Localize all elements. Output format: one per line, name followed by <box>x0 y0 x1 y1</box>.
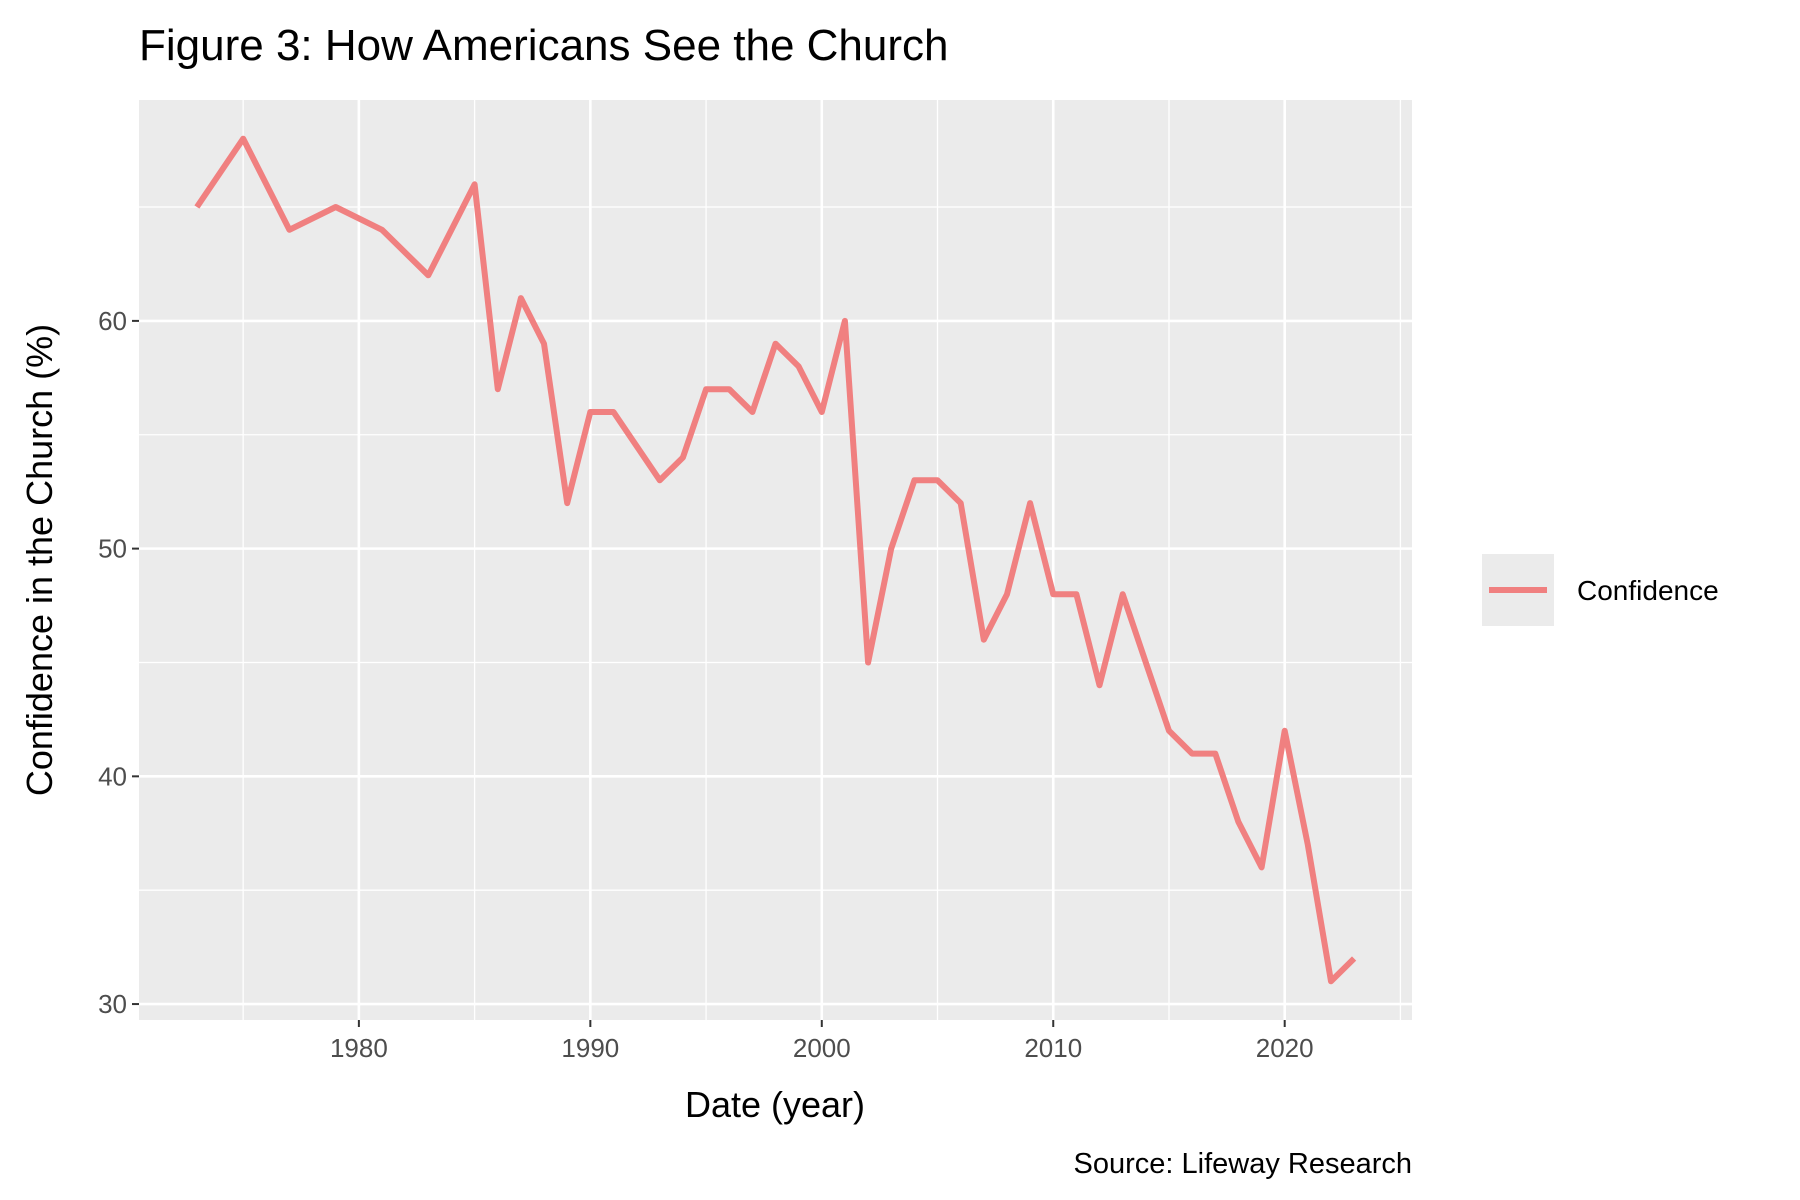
y-tick-label: 30 <box>98 989 127 1019</box>
x-tick-label: 2000 <box>793 1033 851 1063</box>
plot-panel <box>139 100 1412 1020</box>
x-axis: 1980 1990 2000 2010 2020 <box>330 1020 1314 1063</box>
source-caption: Source: Lifeway Research <box>1074 1148 1413 1180</box>
legend-label: Confidence <box>1577 575 1719 606</box>
y-axis-title: Confidence in the Church (%) <box>19 324 60 796</box>
x-tick-label: 1980 <box>330 1033 388 1063</box>
y-tick-label: 60 <box>98 306 127 336</box>
y-tick-label: 50 <box>98 534 127 564</box>
x-tick-label: 2020 <box>1256 1033 1314 1063</box>
x-tick-label: 1990 <box>561 1033 619 1063</box>
y-tick-label: 40 <box>98 761 127 791</box>
minor-gridlines <box>139 100 1412 1020</box>
series-line-confidence <box>194 135 1357 985</box>
x-axis-title: Date (year) <box>685 1084 865 1125</box>
chart-title: Figure 3: How Americans See the Church <box>139 21 949 70</box>
x-tick-label: 2010 <box>1024 1033 1082 1063</box>
legend: Confidence <box>1482 554 1719 626</box>
major-gridlines <box>139 100 1412 1020</box>
series-layer <box>194 135 1357 985</box>
y-axis: 30 40 50 60 <box>98 306 139 1019</box>
